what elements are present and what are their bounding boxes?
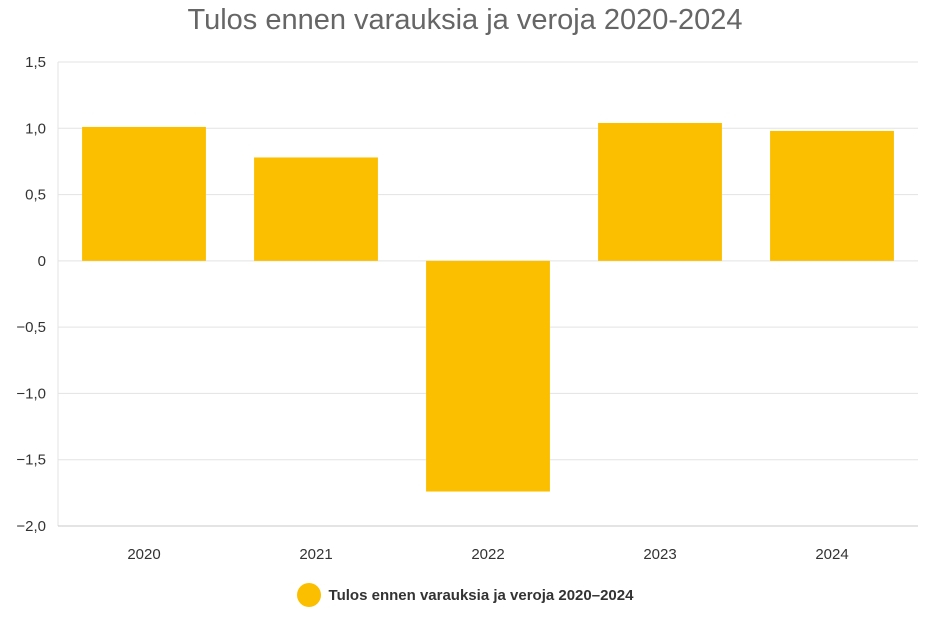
bar-2021[interactable]	[254, 157, 378, 261]
legend: Tulos ennen varauksia ja veroja 2020–202…	[0, 580, 930, 610]
bar-2020[interactable]	[82, 126, 206, 261]
legend-label: Tulos ennen varauksia ja veroja 2020–202…	[328, 586, 634, 604]
bars	[82, 122, 894, 492]
y-tick-label: −0,5	[16, 319, 46, 336]
y-tick-label: −1,5	[16, 452, 46, 469]
chart-title: Tulos ennen varauksia ja veroja 2020-202…	[187, 4, 743, 36]
x-tick-labels: 2020 2021 2022 2023 2024	[127, 546, 848, 563]
x-tick-label: 2022	[471, 546, 504, 563]
x-tick-label: 2024	[815, 546, 848, 563]
y-tick-label: 1,0	[25, 120, 46, 137]
axes	[57, 62, 918, 527]
y-tick-label: 0,5	[25, 187, 46, 204]
x-tick-label: 2020	[127, 546, 160, 563]
y-tick-label: 0	[38, 253, 46, 270]
y-tick-label: −2,0	[16, 518, 46, 535]
y-tick-label: −1,0	[16, 385, 46, 402]
y-tick-label: 1,5	[25, 54, 46, 71]
bar-2022[interactable]	[426, 260, 550, 492]
legend-item[interactable]: Tulos ennen varauksia ja veroja 2020–202…	[296, 583, 634, 607]
y-tick-labels: 1,5 1,0 0,5 0 −0,5 −1,0 −1,5 −2,0	[16, 54, 46, 535]
x-tick-label: 2021	[299, 546, 332, 563]
bar-chart: 1,51,00,50−0,5−1,0−1,5−2,0 2020 2021 2022 2…	[16, 54, 918, 563]
bar-2023[interactable]	[598, 122, 722, 261]
bar-2024[interactable]	[770, 130, 894, 261]
legend-swatch	[296, 583, 321, 607]
x-tick-label: 2023	[643, 546, 676, 563]
